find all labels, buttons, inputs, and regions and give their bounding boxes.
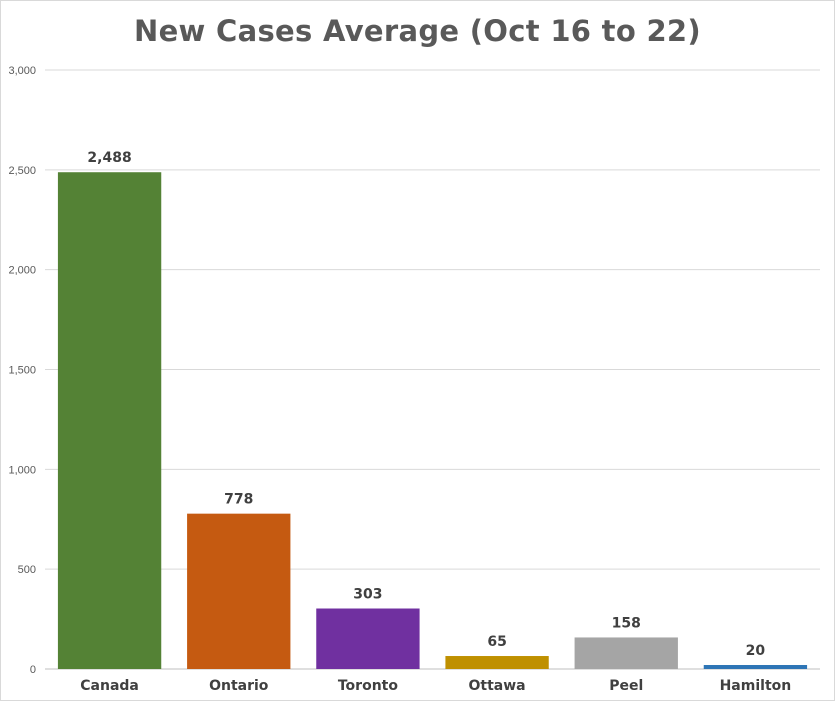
category-label: Canada bbox=[80, 678, 139, 694]
chart-title: New Cases Average (Oct 16 to 22) bbox=[134, 14, 701, 48]
y-tick-label: 1,000 bbox=[8, 464, 36, 476]
y-tick-label: 0 bbox=[30, 664, 36, 676]
data-label: 65 bbox=[487, 634, 506, 650]
y-axis-tick-labels: 0 500 1,000 1,500 2,000 2,500 3,000 bbox=[8, 65, 36, 676]
category-label: Toronto bbox=[338, 678, 398, 694]
bar-ottawa bbox=[445, 656, 549, 669]
bar-ontario bbox=[187, 513, 291, 669]
y-tick-label: 2,000 bbox=[8, 265, 36, 277]
category-label: Peel bbox=[609, 678, 643, 694]
category-label: Hamilton bbox=[720, 678, 792, 694]
y-tick-label: 2,500 bbox=[8, 165, 36, 177]
data-label: 20 bbox=[746, 643, 766, 659]
data-label: 158 bbox=[612, 615, 641, 631]
y-tick-label: 3,000 bbox=[8, 65, 36, 77]
data-label: 2,488 bbox=[87, 150, 131, 166]
bar-peel bbox=[574, 637, 678, 669]
x-axis-category-labels: Canada Ontario Toronto Ottawa Peel Hamilton bbox=[80, 678, 791, 694]
bars bbox=[57, 172, 808, 669]
bar-canada bbox=[57, 172, 162, 669]
y-tick-label: 500 bbox=[18, 564, 36, 576]
data-labels: 2,488 778 303 65 158 20 bbox=[87, 150, 765, 659]
y-tick-label: 1,500 bbox=[8, 365, 36, 377]
bar-hamilton bbox=[703, 665, 808, 669]
data-label: 303 bbox=[353, 587, 382, 603]
category-label: Ontario bbox=[209, 678, 269, 694]
data-label: 778 bbox=[224, 492, 253, 508]
gridlines bbox=[45, 69, 820, 670]
bar-toronto bbox=[316, 608, 420, 669]
category-label: Ottawa bbox=[469, 678, 526, 694]
